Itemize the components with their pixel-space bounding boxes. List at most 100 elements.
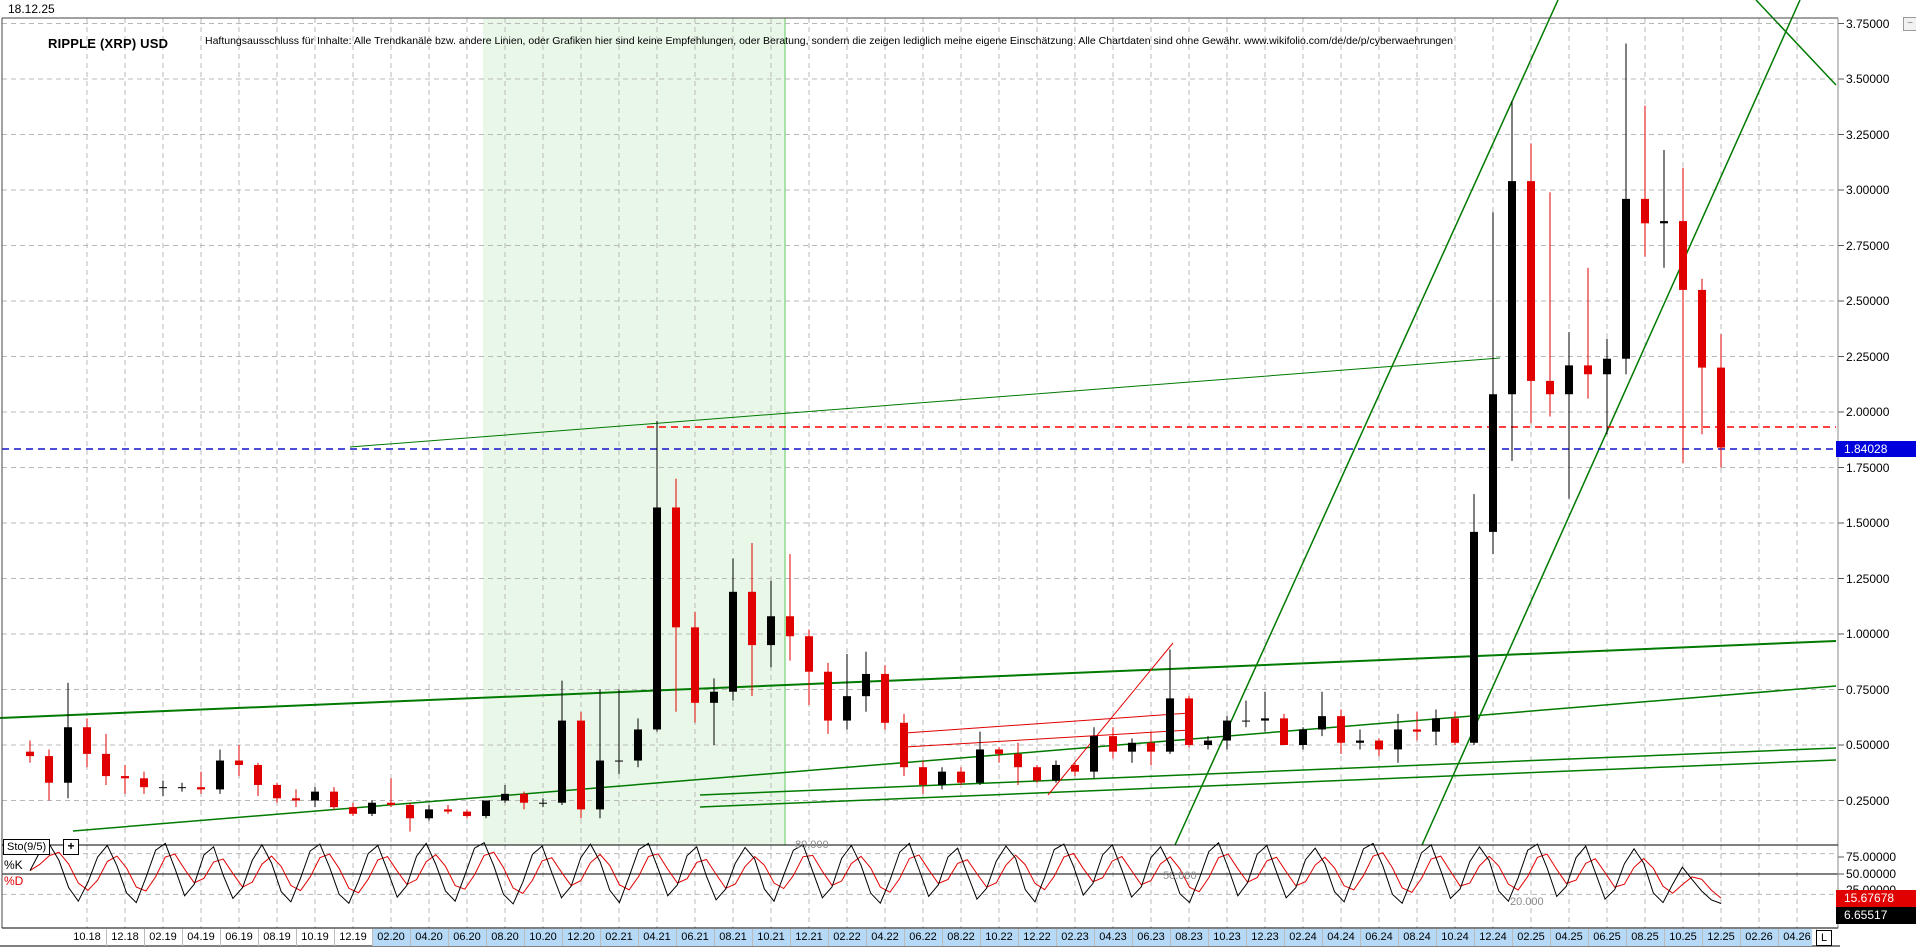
collapse-panel-button[interactable]: − <box>1903 17 1916 31</box>
time-axis-label: 08.23 <box>1175 931 1203 943</box>
time-axis-label: 04.25 <box>1555 931 1583 943</box>
time-axis-separator <box>258 929 259 946</box>
sto-level-80-label: 80.000 <box>795 839 829 851</box>
candle-body <box>634 729 642 761</box>
candle-body <box>1679 221 1687 290</box>
time-axis-separator <box>372 929 373 946</box>
time-axis-label: 08.25 <box>1631 931 1659 943</box>
add-indicator-button[interactable]: + <box>63 839 79 855</box>
candle-body <box>558 720 566 803</box>
trendline-support-pair-b <box>699 759 1837 808</box>
time-axis-separator <box>1740 929 1741 946</box>
time-axis-separator <box>1094 929 1095 946</box>
time-axis-separator <box>296 929 297 946</box>
price-tick-label: 1.50000 <box>1846 516 1890 530</box>
candle-body <box>824 671 832 721</box>
candle-body <box>596 760 604 810</box>
candle-body <box>178 787 186 789</box>
time-axis-label: 08.20 <box>491 931 519 943</box>
candle-body <box>539 802 547 804</box>
time-axis-label: 02.22 <box>833 931 861 943</box>
trendline-steep-channel-left <box>1174 0 1559 846</box>
candle-body <box>881 673 889 723</box>
candle-body <box>672 507 680 628</box>
time-axis-separator <box>1474 929 1475 946</box>
time-axis-separator <box>334 929 335 946</box>
time-axis-separator <box>486 929 487 946</box>
candle-body <box>330 791 338 808</box>
price-tick-label: 1.75000 <box>1846 460 1890 475</box>
candle-body <box>235 760 243 765</box>
indicator-settings-button[interactable]: Sto(9/5) <box>3 839 51 855</box>
price-tick-label: 0.50000 <box>1846 738 1890 752</box>
candle-body <box>843 696 851 721</box>
time-axis-label: 12.25 <box>1707 931 1735 943</box>
time-axis-separator <box>1550 929 1551 946</box>
time-axis-label: 02.20 <box>377 931 405 943</box>
time-axis-separator <box>1512 929 1513 946</box>
candle-body <box>1185 698 1193 745</box>
time-axis-separator <box>1588 929 1589 946</box>
time-axis-separator <box>1170 929 1171 946</box>
time-axis-separator <box>410 929 411 946</box>
candle-body <box>1337 716 1345 743</box>
candle-body <box>1413 729 1421 732</box>
stochastic-k-label: %K <box>4 858 23 872</box>
time-axis-separator <box>638 929 639 946</box>
time-axis-separator <box>1626 929 1627 946</box>
time-axis-label: 06.20 <box>453 931 481 943</box>
time-axis-label: 02.24 <box>1289 931 1317 943</box>
time-axis-label: 10.23 <box>1213 931 1241 943</box>
candle-body <box>1318 716 1326 730</box>
candle-body <box>83 727 91 754</box>
candle-body <box>805 636 813 672</box>
candle-body <box>767 616 775 646</box>
linear-scale-button[interactable]: L <box>1816 930 1832 946</box>
candle-body <box>1622 198 1630 359</box>
trendline-support-pair-a <box>699 747 1837 796</box>
candle-body <box>121 776 129 779</box>
time-axis-separator <box>1208 929 1209 946</box>
trendline-red-rising-wedge <box>1047 642 1174 796</box>
stochastic-k-value-tag: 6.65517 <box>1836 907 1916 924</box>
time-axis-separator <box>1702 929 1703 946</box>
candle-body <box>1508 181 1516 395</box>
candle-body <box>292 798 300 801</box>
time-axis-label: 12.23 <box>1251 931 1279 943</box>
trendline-steep-channel-right <box>1421 0 1801 846</box>
price-tick-label: 1.25000 <box>1846 571 1890 586</box>
candle-body <box>1584 365 1592 375</box>
candle-body <box>1014 753 1022 768</box>
time-axis-label: 04.24 <box>1327 931 1355 943</box>
time-axis-label: 06.19 <box>225 931 253 943</box>
visible-range-indicator[interactable] <box>372 929 1812 946</box>
candle-body <box>995 749 1003 754</box>
candle-body <box>254 764 262 785</box>
trendline-support-2019-low <box>72 685 1837 832</box>
candle-body <box>729 591 737 692</box>
time-axis-label: 06.21 <box>681 931 709 943</box>
time-axis-separator <box>1322 929 1323 946</box>
candle-body <box>710 691 718 703</box>
candle-body <box>1280 718 1288 745</box>
candle-body <box>368 802 376 814</box>
candle-body <box>786 616 794 637</box>
candle-body <box>444 809 452 812</box>
time-axis-label: 08.22 <box>947 931 975 943</box>
candle-body <box>1432 718 1440 732</box>
time-axis-label: 06.24 <box>1365 931 1393 943</box>
candle-body <box>976 749 984 783</box>
symbol-title: RIPPLE (XRP) USD <box>48 36 169 51</box>
candle-body <box>919 767 927 785</box>
time-axis-separator <box>1246 929 1247 946</box>
candle-body <box>387 802 395 805</box>
candle-body <box>1204 740 1212 745</box>
candle-body <box>1660 221 1668 224</box>
candle-body <box>102 753 110 777</box>
time-axis-separator <box>1398 929 1399 946</box>
stochastic-d-label: %D <box>4 874 24 888</box>
price-tick-label: 2.25000 <box>1846 349 1890 364</box>
time-axis-label: 12.24 <box>1479 931 1507 943</box>
time-axis-label: 02.23 <box>1061 931 1089 943</box>
